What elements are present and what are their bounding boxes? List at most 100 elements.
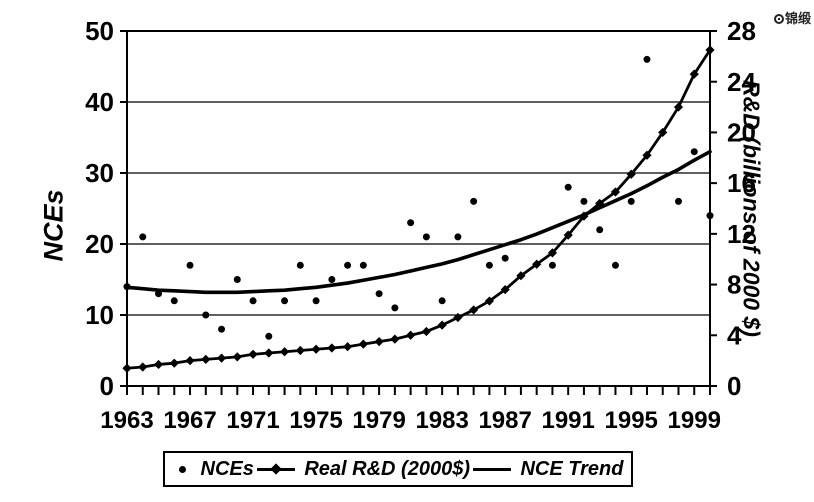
rd-diamond-marker <box>327 343 337 353</box>
nce-scatter-dot <box>407 219 415 227</box>
legend-item-nces: NCEs <box>173 458 254 481</box>
x-axis-tick-label: 1983 <box>415 407 468 434</box>
rd-diamond-marker <box>374 337 384 347</box>
rd-diamond-marker <box>642 150 652 160</box>
watermark-text: 锦缎 <box>784 11 811 26</box>
right-axis-tick-label: 24 <box>727 67 756 97</box>
right-axis-tick-label: 16 <box>727 168 756 198</box>
rd-diamond-marker <box>673 102 684 112</box>
rd-diamond-marker <box>421 326 431 337</box>
rd-diamond-marker <box>689 69 699 79</box>
legend-item-real-rd: Real R&D (2000$) <box>257 458 470 481</box>
rd-diamond-marker <box>469 305 479 315</box>
x-axis-tick-label: 1971 <box>226 407 279 434</box>
diamond-line-marker-icon <box>257 463 296 475</box>
rd-diamond-marker <box>185 356 195 366</box>
nce-scatter-dot <box>564 183 572 191</box>
dot-marker-icon <box>178 465 186 473</box>
right-axis-tick-label: 8 <box>727 270 741 300</box>
right-axis-tick-label: 28 <box>727 16 756 46</box>
chart-legend: NCEs Real R&D (2000$) NCE Trend <box>163 451 633 487</box>
rd-diamond-marker <box>516 271 526 281</box>
x-axis-tick-label: 1975 <box>289 407 342 434</box>
rd-diamond-marker <box>563 230 573 240</box>
left-axis-tick-label: 10 <box>85 300 114 330</box>
nce-scatter-dot <box>281 297 289 305</box>
legend-label-nces: NCEs <box>200 457 254 480</box>
brand-logo-icon <box>773 13 784 24</box>
nce-scatter-dot <box>328 276 336 283</box>
nce-scatter-dot <box>674 197 682 205</box>
legend-label-nce-trend: NCE Trend <box>520 457 624 480</box>
x-axis-tick-label: 1987 <box>478 407 531 434</box>
nce-scatter-dot <box>611 261 619 269</box>
rd-diamond-marker <box>705 45 715 55</box>
rd-diamond-marker <box>626 169 636 179</box>
nce-scatter-dot <box>470 197 478 205</box>
rd-diamond-marker <box>406 330 416 340</box>
rd-diamond-marker <box>484 296 495 306</box>
left-axis-tick-label: 40 <box>85 87 114 117</box>
nce-scatter-dot <box>249 297 257 305</box>
left-axis-tick-label: 0 <box>100 371 114 401</box>
rd-diamond-marker <box>500 285 510 295</box>
rd-diamond-marker <box>390 334 400 344</box>
legend-item-nce-trend: NCE Trend <box>473 458 623 481</box>
plot-border <box>126 30 711 387</box>
right-axis-tick-label: 0 <box>727 371 741 401</box>
x-axis-tick-label: 1991 <box>541 407 594 434</box>
x-axis-tick-label: 1963 <box>100 407 153 434</box>
rd-diamond-marker <box>547 248 558 258</box>
nce-scatter-dot <box>139 233 147 241</box>
rd-diamond-marker <box>358 339 368 349</box>
left-axis-tick-label: 50 <box>85 16 114 46</box>
left-axis-tick-label: 30 <box>85 158 114 188</box>
rd-diamond-marker <box>579 211 589 221</box>
nce-scatter-dot <box>359 261 367 269</box>
nce-scatter-dot <box>580 197 588 205</box>
nce-scatter-dot <box>690 148 698 156</box>
rd-diamond-marker <box>138 362 148 372</box>
nce-scatter-dot <box>454 233 462 241</box>
rd-diamond-marker <box>279 347 290 357</box>
nce-scatter-dot <box>296 261 304 269</box>
nce-scatter-dot <box>265 332 273 340</box>
legend-label-real-rd: Real R&D (2000$) <box>304 457 470 480</box>
rd-diamond-marker <box>264 348 274 358</box>
right-axis-tick-label: 12 <box>727 219 756 249</box>
nce-scatter-dot <box>627 197 635 205</box>
x-axis-tick-label: 1979 <box>352 407 405 434</box>
right-axis-tick-label: 4 <box>727 320 742 350</box>
nce-scatter-dot <box>422 233 430 241</box>
nce-scatter-dot <box>312 297 320 305</box>
left-axis-tick-label: 20 <box>85 229 114 259</box>
x-axis-tick-label: 1967 <box>163 407 216 434</box>
nce-scatter-dot <box>375 290 383 298</box>
nce-scatter-dot <box>233 276 241 283</box>
nce-scatter-dot <box>501 254 509 262</box>
nce-scatter-dot <box>155 290 163 298</box>
rd-diamond-marker <box>658 127 668 138</box>
nce-scatter-dot <box>643 55 651 63</box>
nce-scatter-dot <box>186 261 194 269</box>
nce-trend-line <box>125 149 712 295</box>
rd-diamond-marker <box>437 320 447 330</box>
rd-diamond-marker <box>610 187 621 197</box>
nce-scatter-dot <box>170 297 178 305</box>
left-axis-title: NCEs <box>38 189 69 262</box>
nce-scatter-dot <box>485 261 493 269</box>
rd-diamond-marker <box>295 345 305 356</box>
nce-scatter-dot <box>438 297 446 305</box>
rd-diamond-marker <box>216 353 227 363</box>
x-axis-tick-label: 1995 <box>605 407 658 434</box>
nce-scatter-dot <box>391 304 399 312</box>
nce-scatter-dot <box>344 261 352 269</box>
line-marker-icon <box>473 467 512 471</box>
rd-diamond-marker <box>248 349 258 359</box>
right-axis-title: R&D (billions of 2000 $) <box>738 80 765 337</box>
rd-diamond-marker <box>453 312 463 323</box>
nce-scatter-dot <box>218 325 226 333</box>
real-rd-line <box>126 49 712 370</box>
right-axis-tick-label: 20 <box>727 118 756 148</box>
